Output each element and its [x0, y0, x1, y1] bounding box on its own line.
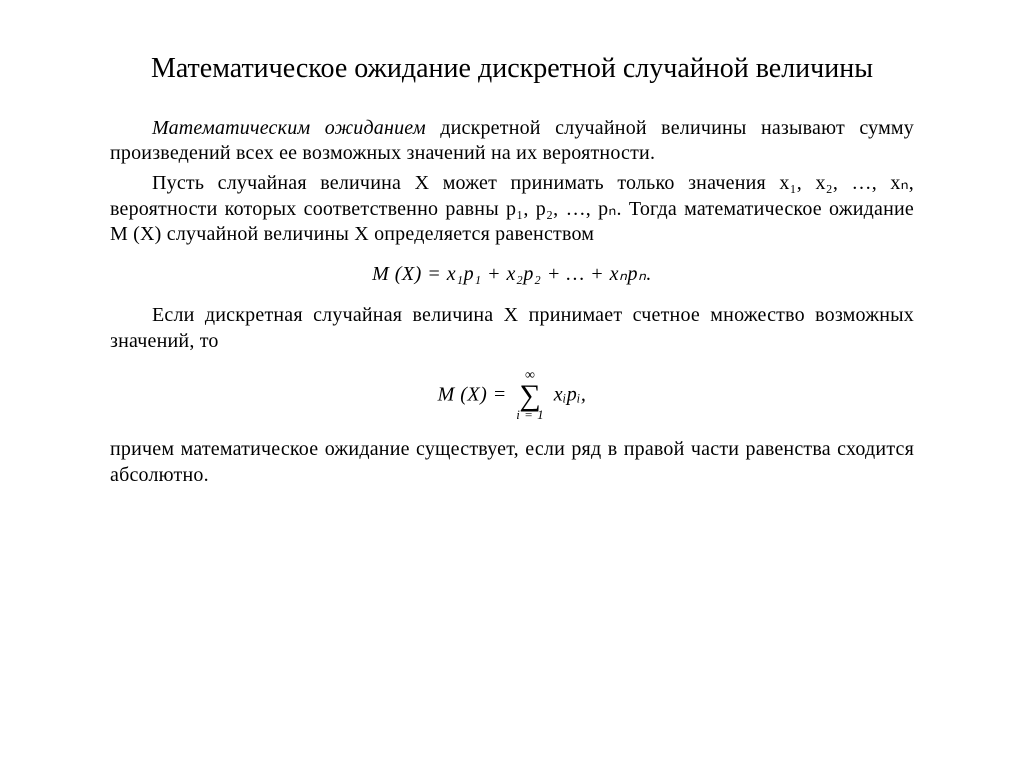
definition-term-italic: Математическим ожиданием — [152, 117, 426, 139]
page: Математическое ожидание дискретной случа… — [0, 0, 1024, 488]
page-title: Математическое ожидание дискретной случа… — [110, 50, 914, 88]
paragraph-convergence: причем математическое ожидание существуе… — [110, 437, 914, 488]
sigma-icon: ∞ ∑ i = 1 — [516, 369, 544, 422]
formula1-rhs: x₁p₁ + x₂p₂ + … + xₙpₙ. — [447, 263, 652, 285]
sum-symbol: ∑ — [516, 383, 544, 409]
paragraph-definition: Математическим ожиданием дискретной случ… — [110, 116, 914, 167]
formula-finite-expectation: M (X) = x₁p₁ + x₂p₂ + … + xₙpₙ. — [110, 262, 914, 288]
body-text: Математическим ожиданием дискретной случ… — [110, 116, 914, 488]
formula2-lhs: M (X) = — [438, 383, 513, 405]
paragraph-setup: Пусть случайная величина X может принима… — [110, 171, 914, 248]
sum-lower-limit: i = 1 — [516, 408, 544, 421]
formula-series-expectation: M (X) = ∞ ∑ i = 1 xᵢpᵢ, — [110, 369, 914, 422]
paragraph-countable: Если дискретная случайная величина X при… — [110, 303, 914, 354]
sum-body: xᵢpᵢ, — [548, 383, 586, 405]
formula1-lhs: M (X) = — [372, 263, 447, 285]
